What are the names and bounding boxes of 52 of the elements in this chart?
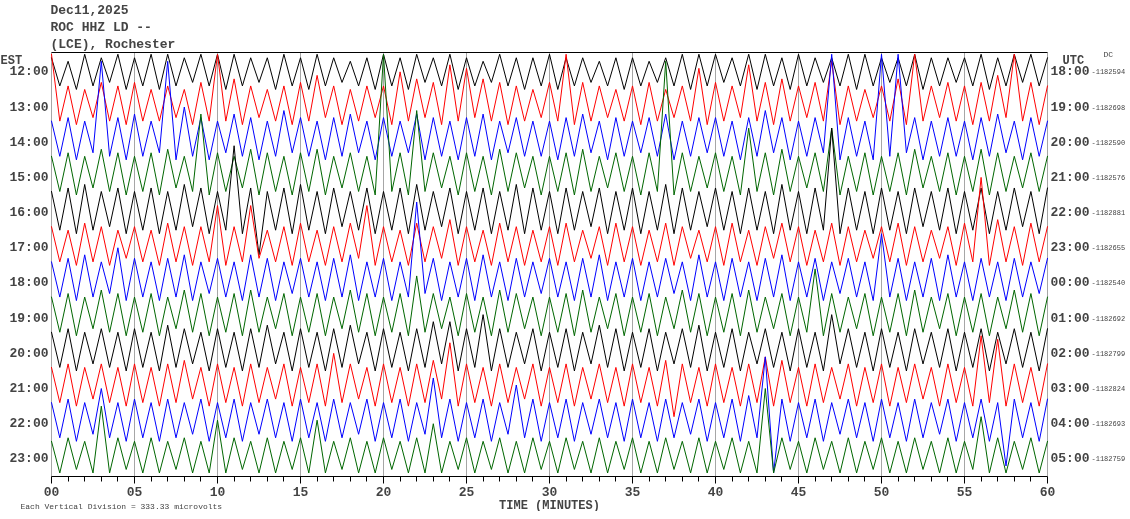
x-tick-label: 60 — [1039, 484, 1056, 500]
x-tick-label: 55 — [956, 484, 973, 500]
y2-tick-label: 03:00 — [1050, 381, 1090, 397]
line-series — [51, 53, 1048, 90]
line-series — [51, 176, 1048, 266]
line-series — [51, 53, 1048, 196]
y-tick-label: 16:00 — [9, 205, 49, 221]
y-tick-label: 19:00 — [9, 310, 49, 326]
y2-tick-label: 18:00 — [1050, 64, 1090, 80]
y2-tick-label: 01:00 — [1050, 310, 1090, 326]
line-series — [51, 53, 1048, 126]
x-tick-label: 30 — [541, 484, 558, 500]
y-tick-label: 21:00 — [9, 381, 49, 397]
y2-tick-label: 00:00 — [1050, 275, 1090, 291]
chart-subtitle: ROC HHZ LD -- (LCE), Rochester — [50, 20, 176, 52]
y-tick-label: 18:00 — [9, 275, 49, 291]
y-tick-label: 20:00 — [9, 345, 49, 361]
chart-title: Dec11,2025 — [50, 2, 129, 18]
y-tick-label: 22:00 — [9, 416, 49, 432]
x-tick-label: 35 — [624, 484, 641, 500]
y2-tick-label: 04:00 — [1050, 416, 1090, 432]
y2-tick-label: 20:00 — [1050, 134, 1090, 150]
x-tick-label: 25 — [458, 484, 475, 500]
line-series — [51, 335, 1048, 418]
line-series — [51, 201, 1048, 302]
x-tick-label: 00 — [43, 484, 60, 500]
y-tick-label: 15:00 — [9, 169, 49, 185]
y2-tick-label: 21:00 — [1050, 169, 1090, 185]
y2-tick-label: 19:00 — [1050, 99, 1090, 115]
y-tick-label: 12:00 — [9, 64, 49, 80]
y2-tick-label: 22:00 — [1050, 205, 1090, 221]
x-tick-label: 05 — [126, 484, 143, 500]
x-tick-label: 20 — [375, 484, 392, 500]
line-series — [51, 53, 1048, 161]
y-tick-label: 23:00 — [9, 451, 49, 467]
y2-tick-label: 23:00 — [1050, 240, 1090, 256]
x-tick-label: 15 — [292, 484, 309, 500]
x-tick-label: 10 — [209, 484, 226, 500]
y-tick-label: 13:00 — [9, 99, 49, 115]
x-tick-label: 40 — [707, 484, 724, 500]
y-tick-label: 14:00 — [9, 134, 49, 150]
text: DC — [1103, 49, 1114, 59]
y2-tick-label: 02:00 — [1050, 345, 1090, 361]
x-tick-label: 45 — [790, 484, 807, 500]
line-series — [51, 314, 1048, 372]
line-series — [51, 127, 1048, 256]
line-series — [51, 268, 1048, 337]
text: Each Vertical Division = 333.33 microvolts — [20, 502, 223, 511]
x-tick-label: 50 — [873, 484, 890, 500]
y-tick-label: 17:00 — [9, 240, 49, 256]
y2-tick-label: 05:00 — [1050, 451, 1090, 467]
x-axis-title: TIME (MINUTES) — [499, 498, 600, 513]
